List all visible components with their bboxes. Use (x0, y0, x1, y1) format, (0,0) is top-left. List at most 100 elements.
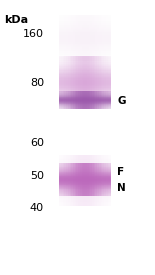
Bar (76, 56, 78, 109)
Bar (75, 15, 76, 61)
Bar (59, 101, 111, 102)
Bar (59, 104, 111, 105)
Bar (78, 155, 80, 205)
Bar (59, 106, 111, 108)
Bar (59, 84, 111, 85)
Bar (59, 188, 111, 189)
Bar (70, 91, 71, 109)
Bar (59, 192, 111, 193)
Text: N: N (117, 183, 126, 193)
Bar (59, 178, 111, 179)
Bar (92, 163, 94, 196)
Bar (66, 163, 68, 196)
Bar (76, 91, 78, 109)
Bar (59, 194, 111, 195)
Bar (59, 75, 111, 76)
Bar (59, 186, 111, 187)
Bar (71, 56, 73, 109)
Bar (64, 155, 66, 205)
Bar (59, 46, 111, 47)
Bar (59, 172, 111, 173)
Bar (59, 57, 111, 59)
Bar (63, 91, 64, 109)
Bar (106, 56, 108, 109)
Text: 160: 160 (23, 29, 44, 39)
Bar (59, 193, 111, 194)
Bar (59, 163, 111, 164)
Bar (59, 158, 111, 159)
Bar (90, 163, 92, 196)
Bar (59, 106, 111, 107)
Bar (59, 187, 111, 188)
Bar (109, 163, 111, 196)
Bar (59, 163, 111, 164)
Bar (87, 91, 89, 109)
Bar (61, 163, 63, 196)
Bar (59, 93, 111, 94)
Bar (59, 43, 111, 44)
Bar (59, 45, 111, 46)
Bar (59, 187, 111, 188)
Bar (59, 85, 111, 86)
Bar (61, 56, 63, 109)
Bar (90, 91, 92, 109)
Bar (59, 179, 111, 180)
Bar (82, 91, 83, 109)
Bar (59, 25, 111, 27)
Bar (101, 155, 102, 205)
Bar (104, 91, 106, 109)
Bar (59, 105, 111, 106)
Bar (73, 163, 75, 196)
Bar (90, 155, 92, 205)
Bar (59, 107, 111, 108)
Bar (59, 51, 111, 52)
Bar (59, 200, 111, 202)
Bar (89, 15, 90, 61)
Bar (89, 155, 90, 205)
Bar (59, 17, 111, 18)
Bar (59, 181, 111, 182)
Bar (95, 15, 97, 61)
Bar (59, 20, 111, 21)
Bar (59, 81, 111, 82)
Bar (59, 175, 111, 177)
Bar (59, 203, 111, 204)
Bar (85, 56, 87, 109)
Bar (78, 15, 80, 61)
Bar (71, 155, 73, 205)
Bar (85, 15, 87, 61)
Bar (59, 53, 111, 54)
Bar (59, 86, 111, 88)
Bar (59, 163, 61, 196)
Bar (59, 165, 111, 166)
Bar (59, 95, 111, 96)
Bar (99, 155, 101, 205)
Bar (59, 57, 111, 58)
Bar (59, 56, 111, 57)
Text: 60: 60 (30, 138, 44, 148)
Bar (59, 60, 111, 61)
Bar (59, 105, 111, 106)
Bar (59, 22, 111, 23)
Bar (85, 163, 87, 196)
Bar (59, 44, 111, 45)
Bar (59, 169, 111, 170)
Bar (92, 91, 94, 109)
Bar (104, 155, 106, 205)
Bar (59, 188, 111, 189)
Bar (59, 31, 111, 32)
Bar (87, 163, 89, 196)
Text: 50: 50 (30, 170, 44, 181)
Bar (82, 163, 83, 196)
Bar (68, 15, 70, 61)
Bar (59, 104, 111, 105)
Bar (59, 164, 111, 165)
Bar (71, 163, 73, 196)
Bar (59, 60, 111, 61)
Bar (94, 15, 95, 61)
Bar (59, 65, 111, 67)
Bar (59, 21, 111, 22)
Bar (59, 169, 111, 170)
Bar (59, 159, 111, 160)
Bar (59, 168, 111, 169)
